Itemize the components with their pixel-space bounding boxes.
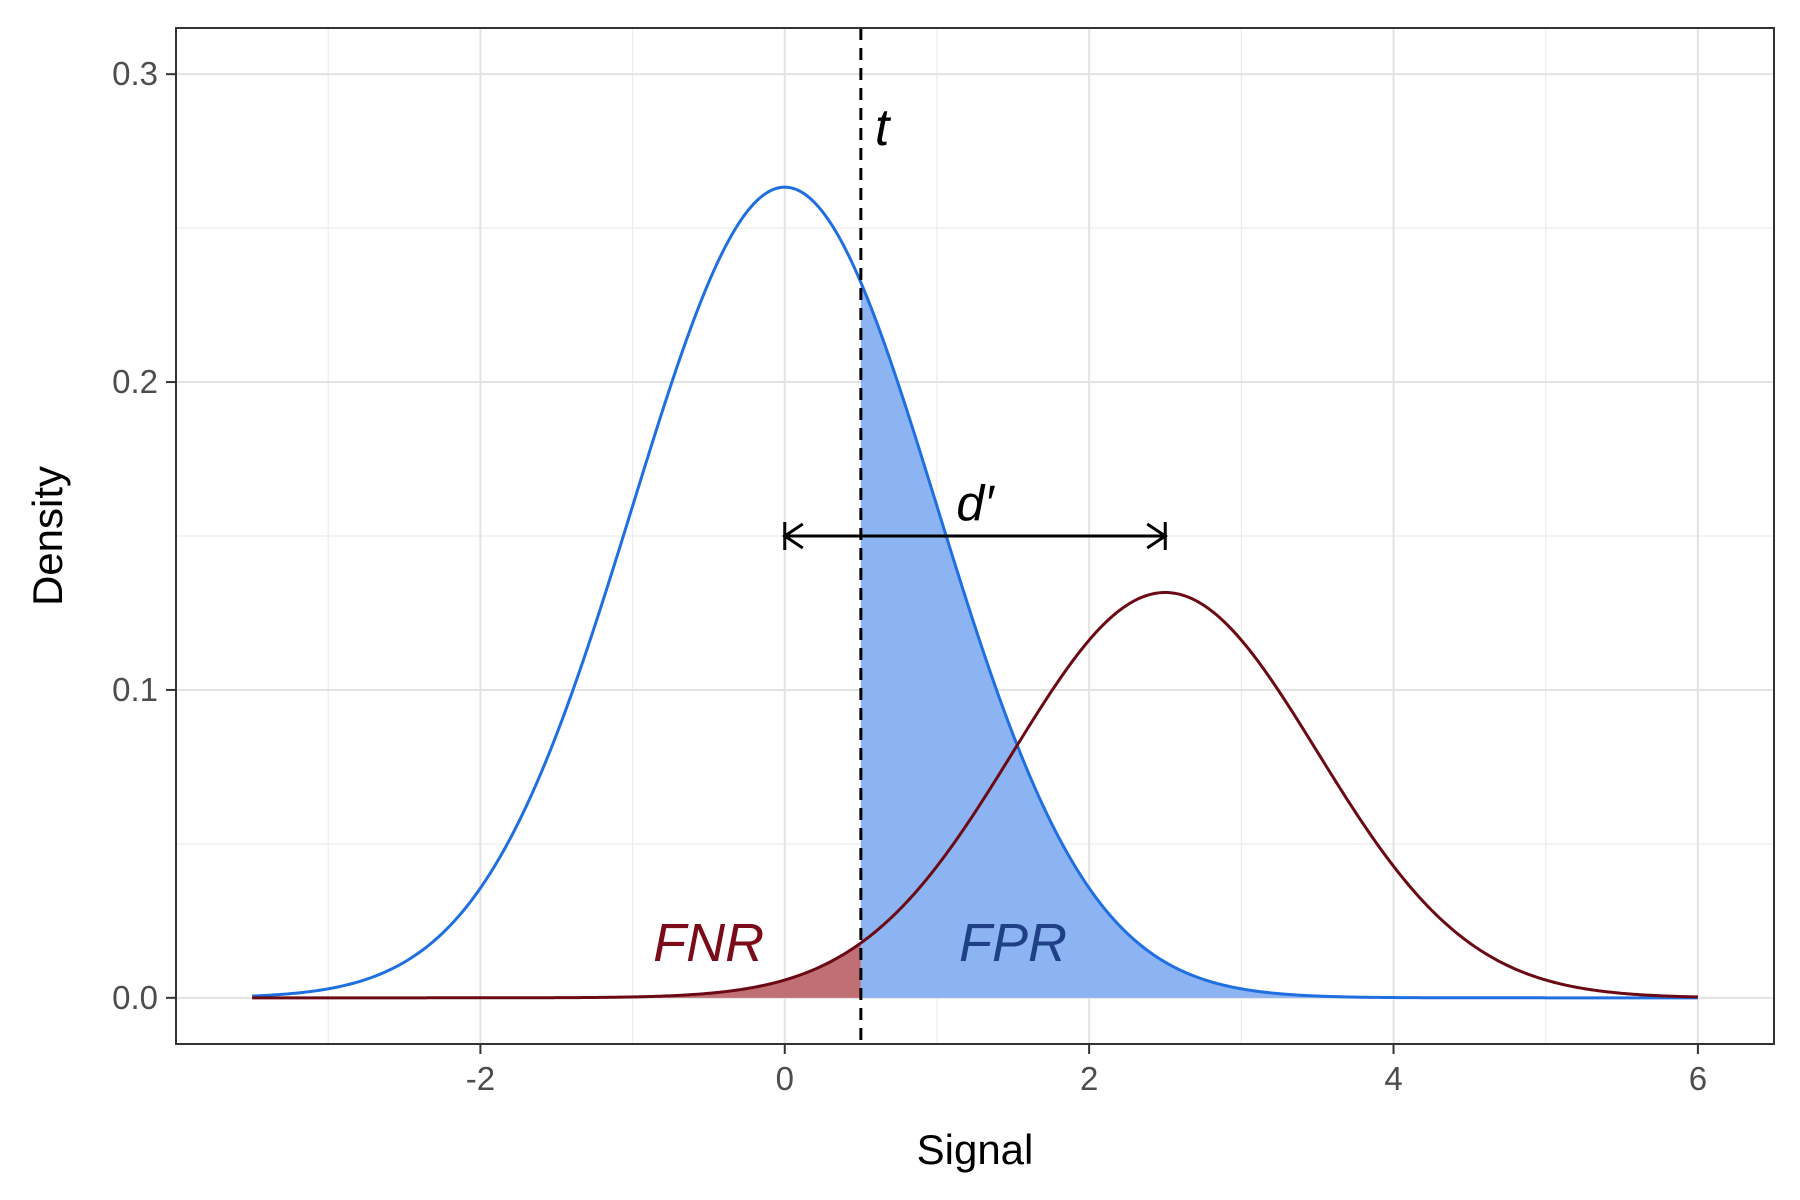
x-axis-title: Signal <box>917 1126 1034 1173</box>
shaded-areas <box>252 282 1698 998</box>
threshold-label: t <box>875 99 892 157</box>
x-tick-label: 0 <box>776 1060 794 1097</box>
plot-border <box>175 27 1775 1045</box>
y-tick-label: 0.0 <box>112 979 158 1016</box>
shaded-area-0 <box>860 282 1698 998</box>
dprime-head-right <box>1146 522 1168 550</box>
x-tick-label: 2 <box>1080 1060 1098 1097</box>
fpr-label: FPR <box>959 913 1067 973</box>
density-curve-1 <box>252 590 1698 1000</box>
axis-ticks: -2 0 2 4 6 0.0 0.1 0.2 0.3 <box>112 55 1707 1097</box>
dprime-label: d′ <box>956 476 995 532</box>
y-tick-label: 0.3 <box>112 55 158 92</box>
y-tick-label: 0.2 <box>112 363 158 400</box>
dprime-head-left <box>782 522 804 550</box>
x-tick-label: 6 <box>1689 1060 1707 1097</box>
y-axis-title: Density <box>24 466 71 606</box>
density-curves <box>252 185 1698 1000</box>
x-tick-label: 4 <box>1384 1060 1402 1097</box>
density-curve-0 <box>252 185 1698 1000</box>
y-tick-label: 0.1 <box>112 671 158 708</box>
fnr-label: FNR <box>653 913 764 973</box>
dprime-arrow <box>782 522 1168 550</box>
x-tick-label: -2 <box>466 1060 495 1097</box>
shaded-area-1 <box>252 942 861 998</box>
